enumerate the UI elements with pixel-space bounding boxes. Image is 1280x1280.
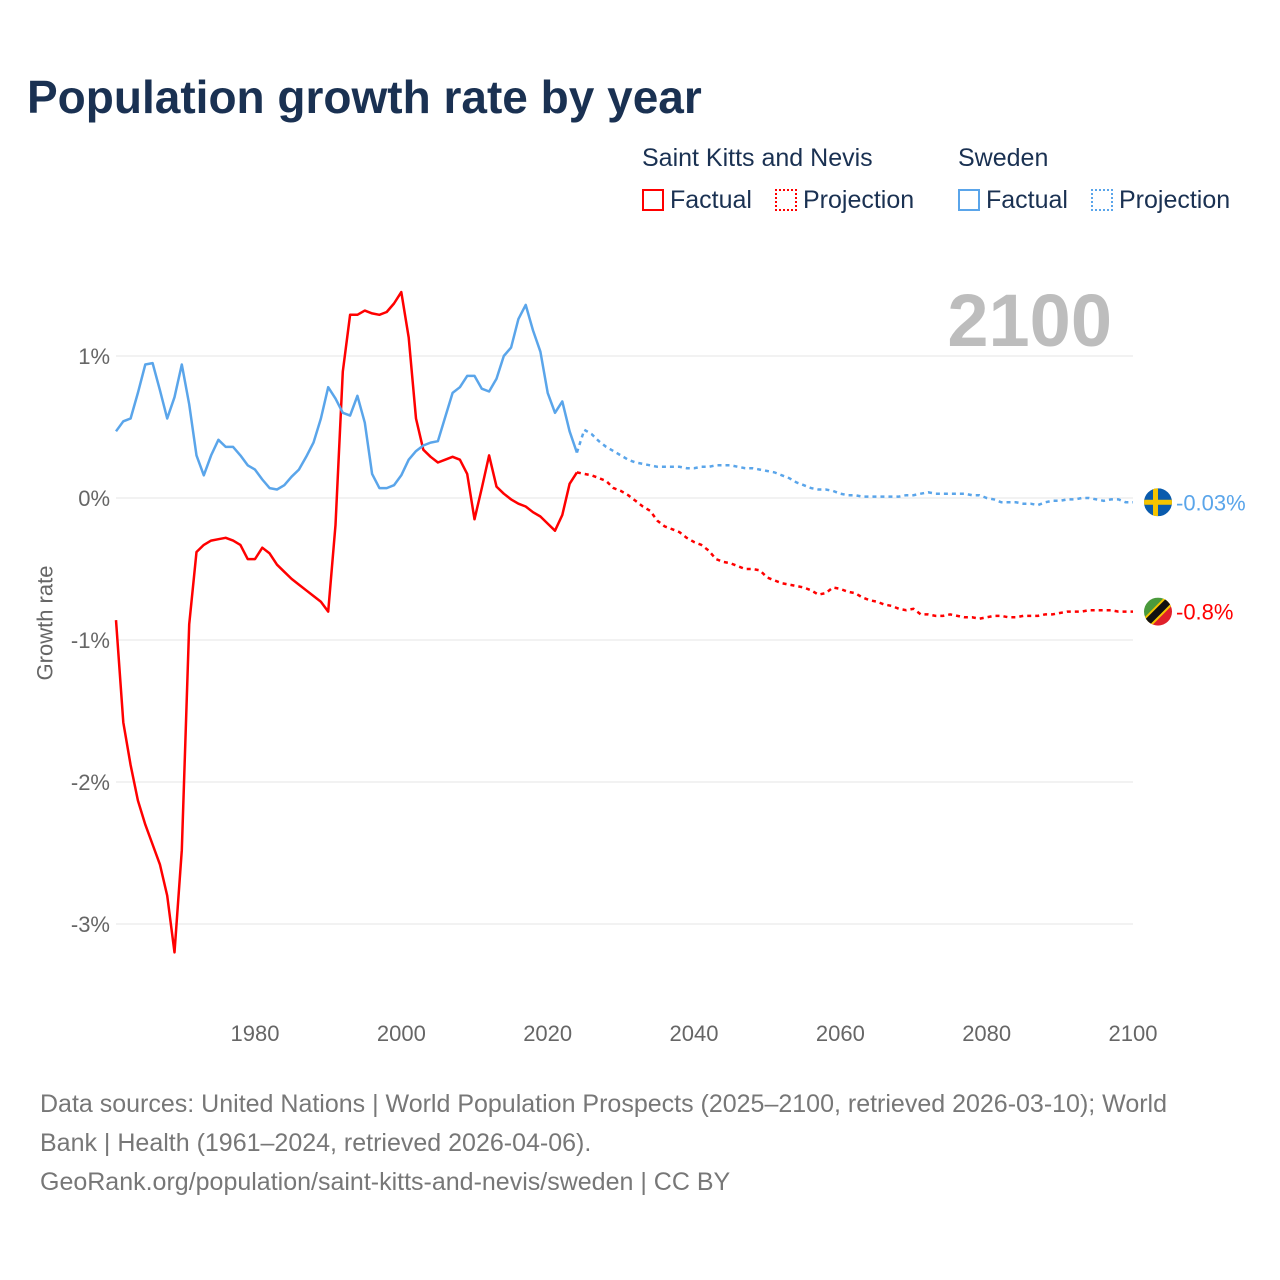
legend-sweden-factual[interactable]: Factual xyxy=(958,186,1068,215)
legend-skn-projection[interactable]: Projection xyxy=(775,186,914,215)
legend-swatch-solid-icon xyxy=(642,189,664,211)
end-label-saint-kitts-and-nevis: -0.8% xyxy=(1176,600,1233,625)
line-factual-sweden xyxy=(114,303,579,491)
legend-label: Factual xyxy=(670,186,752,214)
legend-label: Projection xyxy=(1119,186,1231,214)
y-tick-label: -1% xyxy=(71,628,110,653)
x-tick-label: 2080 xyxy=(962,1021,1011,1046)
line-factual-saint-kitts-and-nevis xyxy=(114,290,578,954)
y-tick-label: 1% xyxy=(78,344,110,369)
year-display: 2100 xyxy=(947,279,1112,362)
legend-skn-factual[interactable]: Factual xyxy=(642,186,752,215)
page-title: Population growth rate by year xyxy=(27,71,702,123)
legend-group-saint-kitts: Saint Kitts and Nevis xyxy=(642,144,873,172)
legend-label: Projection xyxy=(803,186,915,214)
legend-swatch-solid-icon xyxy=(958,189,980,211)
line-projection-saint-kitts-and-nevis xyxy=(576,471,1133,620)
flag-saint-kitts-and-nevis-icon xyxy=(1144,597,1172,626)
flag-sweden-icon xyxy=(1144,488,1172,517)
line-projection-sweden xyxy=(575,427,1133,507)
source-link[interactable]: GeoRank.org/population/saint-kitts-and-n… xyxy=(40,1168,731,1196)
legend-swatch-dotted-icon xyxy=(775,189,797,211)
x-tick-label: 1980 xyxy=(231,1021,280,1046)
footer: Data sources: United Nations | World Pop… xyxy=(40,1085,1230,1202)
data-sources: Data sources: United Nations | World Pop… xyxy=(40,1090,1168,1157)
y-tick-label: -3% xyxy=(71,912,110,937)
legend-label: Factual xyxy=(986,186,1068,214)
end-label-sweden: -0.03% xyxy=(1176,490,1246,515)
x-tick-label: 2040 xyxy=(670,1021,719,1046)
x-tick-label: 2100 xyxy=(1109,1021,1158,1046)
y-tick-label: 0% xyxy=(78,486,110,511)
legend-swatch-dotted-icon xyxy=(1091,189,1113,211)
legend-sweden-projection[interactable]: Projection xyxy=(1091,186,1230,215)
x-tick-label: 2000 xyxy=(377,1021,426,1046)
x-tick-label: 2060 xyxy=(816,1021,865,1046)
legend-group-sweden: Sweden xyxy=(958,144,1049,172)
x-tick-label: 2020 xyxy=(523,1021,572,1046)
y-tick-label: -2% xyxy=(71,770,110,795)
